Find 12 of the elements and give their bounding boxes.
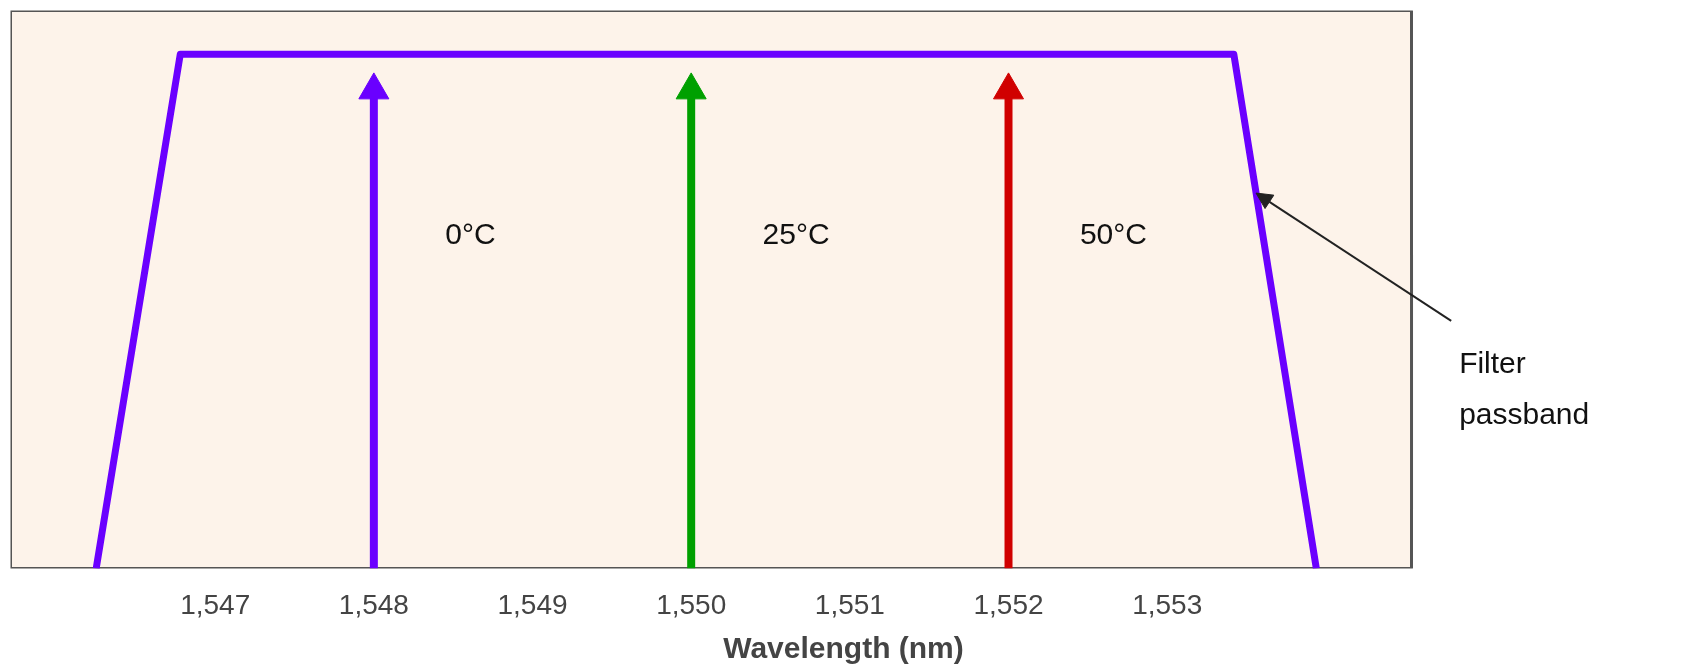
- text: 25°C: [762, 217, 830, 251]
- x-tick-label: 1,550: [656, 588, 727, 620]
- x-tick-label: 1,551: [814, 588, 885, 620]
- x-tick-label: 1,548: [338, 588, 409, 620]
- x-tick-label: 1,549: [497, 588, 568, 620]
- text: 50°C: [1079, 217, 1147, 251]
- x-tick-label: 1,552: [973, 588, 1044, 620]
- annotation: Filter passband: [1459, 345, 1590, 430]
- text: 0°C: [445, 217, 496, 251]
- x-tick-label: 1,547: [180, 588, 251, 620]
- x-axis-title: Wavelength (nm): [723, 630, 964, 664]
- x-tick-label: 1,553: [1132, 588, 1203, 620]
